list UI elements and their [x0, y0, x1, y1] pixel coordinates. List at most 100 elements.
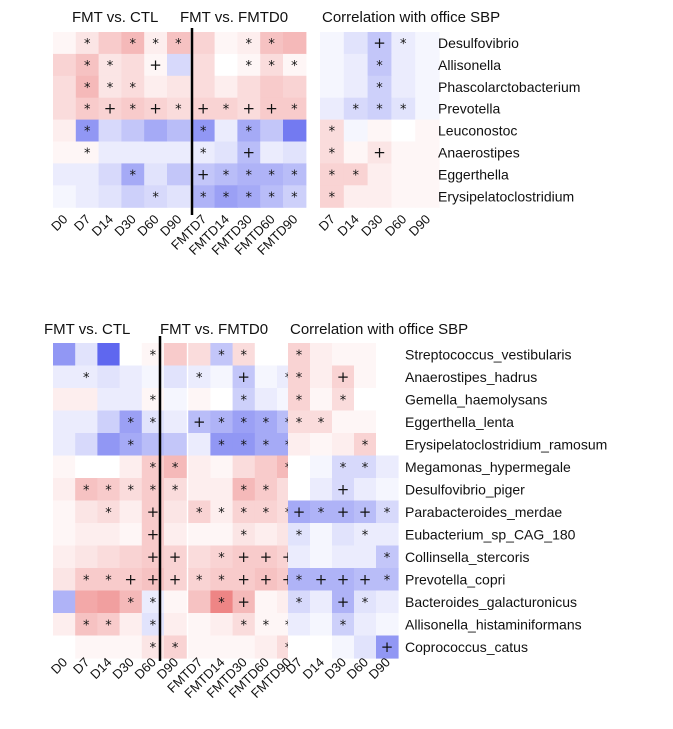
heatmap-cell: [53, 410, 76, 434]
column-label: D0: [48, 212, 70, 234]
significance-mark: *: [240, 393, 247, 408]
heatmap-cell: [254, 343, 278, 367]
heatmap-cell: [75, 635, 98, 659]
column-label: D60: [382, 212, 409, 239]
significance-mark: +: [237, 593, 250, 611]
correlation-cell: [343, 141, 369, 164]
correlation-cell: [354, 343, 377, 367]
row-label: Eubacterium_sp_CAG_180: [405, 526, 576, 542]
row-label: Parabacteroides_merdae: [405, 504, 562, 520]
heatmap-cell: [167, 119, 191, 143]
heatmap-cell: [97, 545, 121, 569]
heatmap-cell: [164, 613, 187, 637]
heatmap-cell: [254, 545, 278, 569]
heatmap-cell: [121, 32, 145, 55]
significance-mark: *: [296, 371, 303, 386]
correlation-cell: [288, 613, 311, 637]
column-label: D30: [322, 655, 349, 682]
significance-mark: *: [200, 146, 207, 161]
correlation-cell: [354, 523, 377, 547]
heatmap-cell: [167, 32, 191, 55]
heatmap-cell: [75, 590, 98, 614]
correlation-cell: [376, 500, 399, 524]
significance-mark: *: [127, 483, 134, 498]
significance-mark: *: [376, 103, 383, 118]
row-label: Prevotella_copri: [405, 571, 505, 587]
correlation-cell: [320, 53, 345, 77]
heatmap-cell: [75, 53, 100, 77]
heatmap-cell: [75, 163, 100, 186]
correlation-cell: [367, 97, 392, 121]
heatmap-cell: [119, 545, 143, 569]
significance-mark: *: [296, 528, 303, 543]
significance-mark: *: [150, 641, 157, 656]
heatmap-cell: [260, 53, 284, 77]
heatmap-cell: [53, 32, 77, 55]
heatmap-cell: [119, 590, 143, 614]
correlation-cell: [310, 523, 333, 547]
heatmap-cell: [260, 163, 284, 186]
significance-mark: +: [381, 638, 394, 656]
heatmap-cell: [232, 523, 256, 547]
heatmap-cell: [188, 365, 211, 389]
correlation-cell: [320, 163, 345, 186]
correlation-cell: [354, 590, 377, 614]
heatmap-cell: [121, 141, 145, 164]
correlation-cell: [391, 75, 416, 99]
correlation-cell: [332, 568, 355, 592]
significance-mark: *: [263, 483, 270, 498]
correlation-cell: [320, 141, 345, 164]
heatmap-cell: [75, 500, 98, 524]
correlation-cell: [310, 500, 333, 524]
significance-mark: *: [296, 573, 303, 588]
heatmap-cell: [75, 75, 100, 99]
correlation-cell: [376, 613, 399, 637]
correlation-cell: [415, 141, 440, 164]
significance-mark: *: [376, 81, 383, 96]
significance-mark: *: [340, 461, 347, 476]
row-label: Coprococcus_catus: [405, 639, 528, 655]
heatmap-cell: [232, 613, 256, 637]
correlation-cell: [376, 568, 399, 592]
heatmap-cell: [214, 163, 238, 186]
significance-mark: *: [362, 528, 369, 543]
correlation-cell: [310, 545, 333, 569]
correlation-cell: [354, 500, 377, 524]
significance-mark: *: [152, 37, 159, 52]
correlation-cell: [391, 53, 416, 77]
correlation-cell: [354, 388, 377, 412]
heatmap-cell: [75, 613, 98, 637]
significance-mark: +: [147, 503, 160, 521]
heatmap-cell: [97, 365, 121, 389]
heatmap-cell: [210, 455, 234, 479]
significance-mark: +: [147, 570, 160, 588]
significance-mark: *: [246, 59, 253, 74]
heatmap-cell: [260, 185, 284, 208]
heatmap-cell: [164, 478, 187, 502]
heatmap-cell: [75, 568, 98, 592]
heatmap-cell: [210, 410, 234, 434]
significance-mark: +: [169, 570, 182, 588]
heatmap-cell: [214, 185, 238, 208]
column-label: D14: [300, 655, 327, 682]
correlation-cell: [376, 523, 399, 547]
correlation-cell: [332, 455, 355, 479]
correlation-cell: [288, 343, 311, 367]
heatmap-cell: [75, 97, 100, 121]
significance-mark: *: [150, 461, 157, 476]
significance-mark: +: [237, 570, 250, 588]
significance-mark: *: [268, 37, 275, 52]
significance-mark: *: [107, 81, 114, 96]
heatmap-cell: [191, 119, 216, 143]
significance-mark: *: [362, 438, 369, 453]
heatmap-cell: [214, 141, 238, 164]
significance-mark: +: [315, 570, 328, 588]
heatmap-cell: [53, 590, 76, 614]
correlation-cell: [376, 635, 399, 659]
heatmap-cell: [254, 500, 278, 524]
significance-mark: *: [175, 103, 182, 118]
correlation-cell: [354, 545, 377, 569]
significance-mark: *: [268, 190, 275, 205]
significance-mark: *: [291, 190, 298, 205]
correlation-cell: [332, 590, 355, 614]
